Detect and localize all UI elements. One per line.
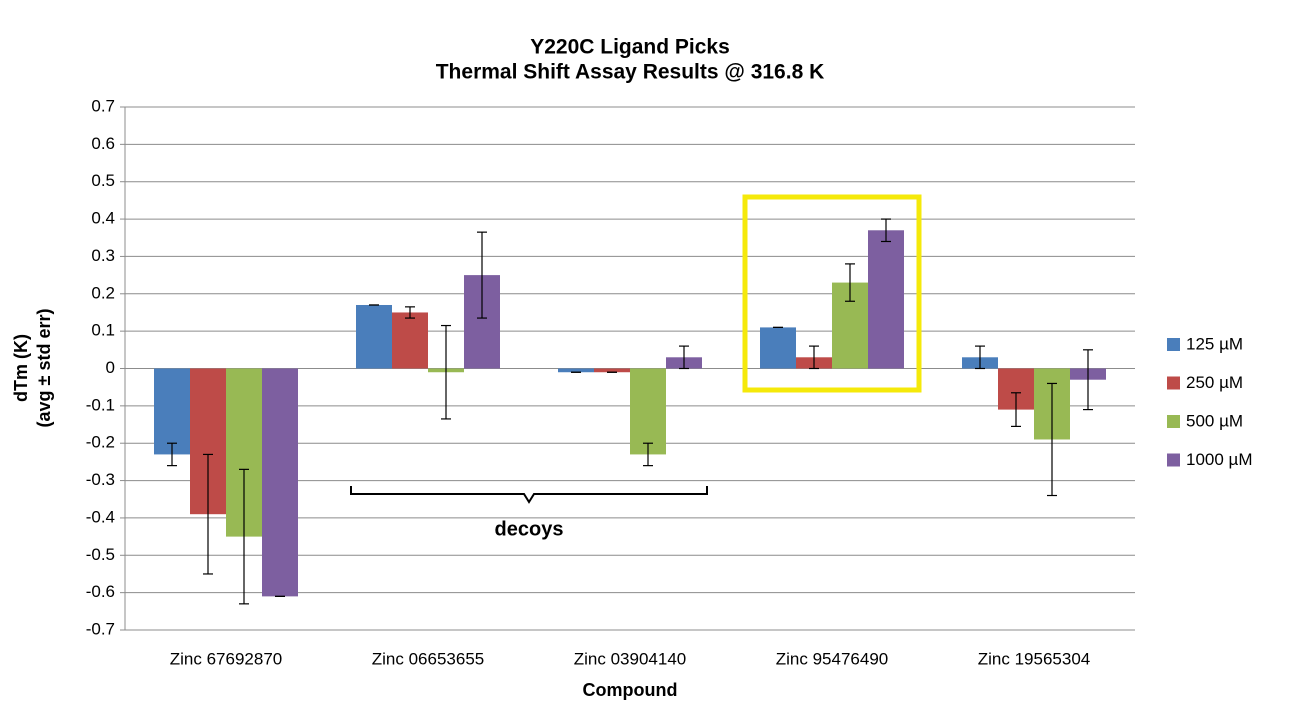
chart-subtitle: Thermal Shift Assay Results @ 316.8 K [436, 61, 825, 84]
error-bar [441, 324, 451, 420]
error-bar [203, 453, 213, 575]
bar [630, 368, 666, 455]
x-axis-label: Compound [583, 680, 678, 700]
bar [392, 312, 428, 369]
highlight-box [742, 194, 922, 393]
bar [154, 368, 190, 455]
chart-title: Y220C Ligand Picks [530, 36, 730, 59]
error-bar [1011, 392, 1021, 428]
y-axis-label: dTm (K) [11, 334, 31, 402]
y-tick-label: 0.3 [91, 246, 115, 265]
x-tick-label: Zinc 67692870 [170, 649, 282, 668]
annotation: decoys [495, 518, 564, 540]
legend-label: 250 µM [1186, 373, 1243, 392]
bar [558, 368, 594, 373]
y-tick-label: -0.6 [86, 582, 115, 601]
error-bar [1047, 382, 1057, 497]
error-bar [167, 442, 177, 467]
y-axis-label: (avg ± std err) [34, 309, 54, 428]
y-tick-label: 0.1 [91, 321, 115, 340]
y-tick-label: 0.6 [91, 134, 115, 153]
legend-swatch [1167, 453, 1180, 467]
y-tick-label: -0.5 [86, 545, 115, 564]
y-tick-label: -0.1 [86, 395, 115, 414]
y-tick-label: 0.4 [91, 209, 115, 228]
error-bar [881, 218, 891, 243]
x-tick-label: Zinc 06653655 [372, 649, 484, 668]
error-bar [239, 468, 249, 605]
error-bar [975, 345, 985, 370]
y-tick-label: -0.7 [86, 619, 115, 638]
bar [356, 304, 392, 369]
x-tick-label: Zinc 03904140 [574, 649, 686, 668]
bar [262, 368, 298, 597]
legend-label: 500 µM [1186, 411, 1243, 430]
error-bar [1083, 349, 1093, 411]
bracket [350, 486, 708, 504]
x-tick-label: Zinc 95476490 [776, 649, 888, 668]
y-tick-label: 0 [106, 358, 115, 377]
error-bar [643, 442, 653, 467]
error-bar [809, 345, 819, 370]
x-tick-label: Zinc 19565304 [978, 649, 1090, 668]
legend-label: 125 µM [1186, 334, 1243, 353]
y-tick-label: -0.4 [86, 507, 115, 526]
legend-swatch [1167, 415, 1180, 428]
error-bar [845, 263, 855, 302]
legend-label: 1000 µM [1186, 450, 1253, 469]
legend-swatch [1167, 376, 1180, 390]
y-tick-label: 0.2 [91, 283, 115, 302]
y-tick-label: 0.5 [91, 171, 115, 190]
error-bar [405, 306, 415, 319]
legend-swatch [1167, 338, 1180, 351]
error-bar [679, 345, 689, 370]
error-bar [477, 231, 487, 319]
bar [760, 327, 796, 369]
y-tick-label: -0.3 [86, 470, 115, 489]
y-tick-label: -0.2 [86, 433, 115, 452]
bar [594, 368, 630, 373]
bar [868, 230, 904, 369]
y-tick-label: 0.7 [91, 96, 115, 115]
